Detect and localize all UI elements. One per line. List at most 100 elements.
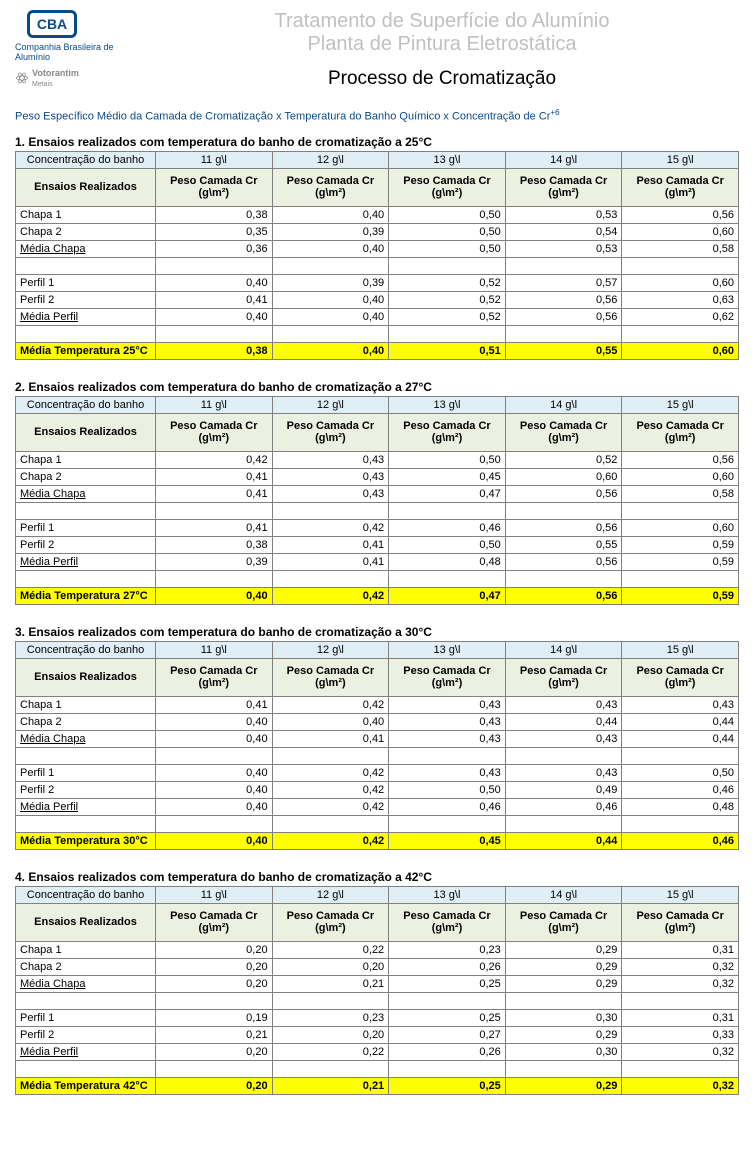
unit-header: Peso Camada Cr (g\m²) <box>622 903 739 941</box>
table-row: Chapa 10,420,430,500,520,56 <box>16 451 739 468</box>
cell-value: 0,20 <box>156 975 273 992</box>
summary-label: Média Temperatura 42°C <box>16 1077 156 1094</box>
cell-value: 0,21 <box>272 975 389 992</box>
cell-value: 0,50 <box>389 536 506 553</box>
summary-value: 0,59 <box>622 587 739 604</box>
table-row: Média Chapa0,200,210,250,290,32 <box>16 975 739 992</box>
summary-value: 0,47 <box>389 587 506 604</box>
unit-header: Peso Camada Cr (g\m²) <box>156 903 273 941</box>
data-table: Concentração do banho11 g\l12 g\l13 g\l1… <box>15 396 739 605</box>
row-label: Média Chapa <box>16 975 156 992</box>
table-row: Perfil 10,190,230,250,300,31 <box>16 1009 739 1026</box>
conc-col: 11 g\l <box>156 151 273 168</box>
cell-value: 0,56 <box>505 553 622 570</box>
table-row: Média Perfil0,200,220,260,300,32 <box>16 1043 739 1060</box>
cell-value: 0,29 <box>505 941 622 958</box>
cell-value: 0,27 <box>389 1026 506 1043</box>
unit-header: Peso Camada Cr (g\m²) <box>389 658 506 696</box>
table-row: Perfil 10,400,420,430,430,50 <box>16 764 739 781</box>
ensaios-header: Ensaios Realizados <box>16 903 156 941</box>
row-label: Perfil 2 <box>16 1026 156 1043</box>
unit-header: Peso Camada Cr (g\m²) <box>505 903 622 941</box>
conc-header: Concentração do banho <box>16 886 156 903</box>
cell-value: 0,54 <box>505 223 622 240</box>
company-name: Companhia Brasileira de Alumínio <box>15 42 135 62</box>
cell-value: 0,19 <box>156 1009 273 1026</box>
cell-value: 0,43 <box>272 468 389 485</box>
table-row: Chapa 20,350,390,500,540,60 <box>16 223 739 240</box>
conc-col: 13 g\l <box>389 151 506 168</box>
table-row: Chapa 10,200,220,230,290,31 <box>16 941 739 958</box>
summary-label: Média Temperatura 25°C <box>16 342 156 359</box>
summary-value: 0,20 <box>156 1077 273 1094</box>
cell-value: 0,43 <box>505 730 622 747</box>
cell-value: 0,50 <box>389 781 506 798</box>
unit-header: Peso Camada Cr (g\m²) <box>156 413 273 451</box>
cell-value: 0,42 <box>272 764 389 781</box>
table-row: Perfil 10,410,420,460,560,60 <box>16 519 739 536</box>
summary-value: 0,55 <box>505 342 622 359</box>
cell-value: 0,29 <box>505 958 622 975</box>
ensaios-header: Ensaios Realizados <box>16 658 156 696</box>
summary-value: 0,51 <box>389 342 506 359</box>
cell-value: 0,55 <box>505 536 622 553</box>
cell-value: 0,41 <box>272 730 389 747</box>
cell-value: 0,50 <box>622 764 739 781</box>
cell-value: 0,41 <box>156 468 273 485</box>
cell-value: 0,41 <box>156 291 273 308</box>
cell-value: 0,50 <box>389 240 506 257</box>
cell-value: 0,40 <box>156 713 273 730</box>
unit-header: Peso Camada Cr (g\m²) <box>622 658 739 696</box>
table-row: Perfil 20,210,200,270,290,33 <box>16 1026 739 1043</box>
cell-value: 0,59 <box>622 536 739 553</box>
cell-value: 0,50 <box>389 223 506 240</box>
cell-value: 0,53 <box>505 240 622 257</box>
cell-value: 0,40 <box>272 240 389 257</box>
cell-value: 0,40 <box>156 798 273 815</box>
cell-value: 0,42 <box>272 519 389 536</box>
unit-header: Peso Camada Cr (g\m²) <box>272 658 389 696</box>
cell-value: 0,52 <box>389 291 506 308</box>
cell-value: 0,40 <box>156 764 273 781</box>
cell-value: 0,43 <box>272 451 389 468</box>
row-label: Perfil 2 <box>16 781 156 798</box>
cell-value: 0,52 <box>505 451 622 468</box>
cell-value: 0,31 <box>622 941 739 958</box>
table-row: Chapa 20,200,200,260,290,32 <box>16 958 739 975</box>
row-label: Média Perfil <box>16 1043 156 1060</box>
conc-col: 12 g\l <box>272 151 389 168</box>
cell-value: 0,43 <box>505 764 622 781</box>
row-label: Perfil 1 <box>16 519 156 536</box>
cell-value: 0,23 <box>389 941 506 958</box>
cell-value: 0,20 <box>156 1043 273 1060</box>
unit-header: Peso Camada Cr (g\m²) <box>272 903 389 941</box>
conc-col: 12 g\l <box>272 886 389 903</box>
cell-value: 0,60 <box>622 468 739 485</box>
summary-value: 0,42 <box>272 587 389 604</box>
cell-value: 0,50 <box>389 451 506 468</box>
title-line-2: Planta de Pintura Eletrostática <box>145 33 739 56</box>
data-table: Concentração do banho11 g\l12 g\l13 g\l1… <box>15 886 739 1095</box>
cell-value: 0,45 <box>389 468 506 485</box>
cell-value: 0,41 <box>272 536 389 553</box>
cell-value: 0,31 <box>622 1009 739 1026</box>
row-label: Perfil 2 <box>16 536 156 553</box>
cell-value: 0,56 <box>505 291 622 308</box>
summary-row: Média Temperatura 30°C0,400,420,450,440,… <box>16 832 739 849</box>
table-row: Média Chapa0,360,400,500,530,58 <box>16 240 739 257</box>
cell-value: 0,40 <box>272 291 389 308</box>
row-label: Perfil 1 <box>16 1009 156 1026</box>
summary-row: Média Temperatura 27°C0,400,420,470,560,… <box>16 587 739 604</box>
document-header: CBA Companhia Brasileira de Alumínio Vot… <box>15 10 739 90</box>
table-row: Chapa 20,400,400,430,440,44 <box>16 713 739 730</box>
conc-col: 11 g\l <box>156 396 273 413</box>
row-label: Média Chapa <box>16 485 156 502</box>
conc-col: 11 g\l <box>156 641 273 658</box>
cell-value: 0,38 <box>156 206 273 223</box>
summary-value: 0,32 <box>622 1077 739 1094</box>
unit-header: Peso Camada Cr (g\m²) <box>156 658 273 696</box>
conc-col: 12 g\l <box>272 396 389 413</box>
conc-col: 13 g\l <box>389 641 506 658</box>
subtitle: Peso Específico Médio da Camada de Croma… <box>15 108 739 123</box>
conc-col: 12 g\l <box>272 641 389 658</box>
